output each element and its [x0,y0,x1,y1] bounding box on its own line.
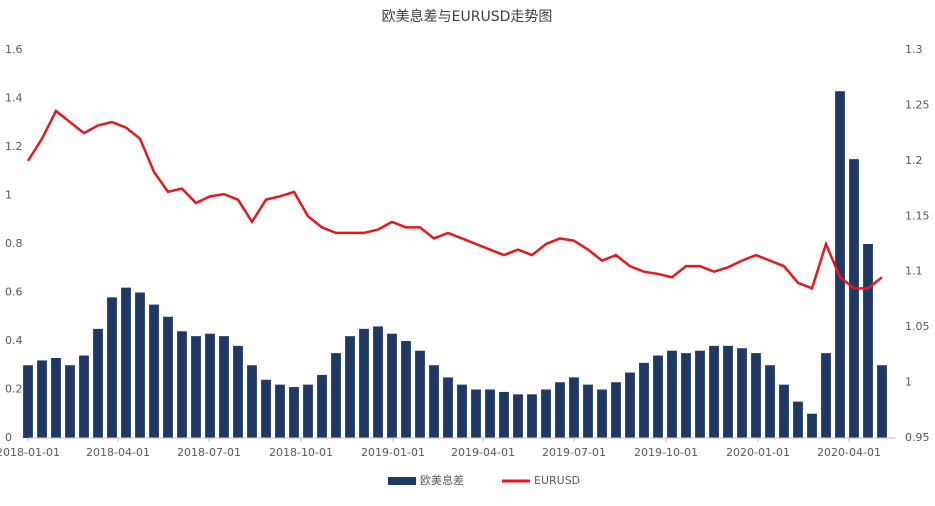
bar [247,365,257,438]
bar [107,297,117,438]
bar [541,389,551,438]
chart-title: 欧美息差与EURUSD走势图 [382,8,553,25]
bar [289,387,299,438]
bar [667,350,677,438]
bar [527,394,537,438]
bar [625,372,635,438]
bar [835,91,845,438]
bar [359,328,369,438]
bar [597,389,607,438]
y2-tick-label: 1.3 [905,43,923,56]
legend-label: 欧美息差 [420,473,464,487]
bar [219,336,229,438]
bar [415,350,425,438]
y-tick-label: 1 [5,189,12,202]
bar [877,365,887,438]
bar [121,287,131,438]
line [26,109,883,290]
y2-tick-label: 1.25 [905,98,930,111]
bar [793,401,803,438]
y2-tick-label: 1.2 [905,154,923,167]
x-tick-label: 2018-04-01 [86,446,150,459]
x-tick-label: 2019-07-01 [542,446,606,459]
bar [485,389,495,438]
y-tick-label: 0.4 [5,334,23,347]
bar [821,353,831,438]
bar [723,345,733,438]
bar [93,328,103,438]
legend-label: EURUSD [534,474,580,487]
y2-tick-label: 1.05 [905,320,930,333]
bar [275,384,285,438]
bar [681,353,691,438]
bar [751,353,761,438]
bar [233,345,243,438]
bar [513,394,523,438]
bar [583,384,593,438]
bar [135,292,145,438]
x-tick-label: 2020-04-01 [817,446,881,459]
bar [765,365,775,438]
x-tick-label: 2019-10-01 [634,446,698,459]
bar [345,336,355,438]
bar [779,384,789,438]
y-tick-label: 1.4 [5,92,23,105]
bar [695,350,705,438]
bar [373,326,383,438]
bar [191,336,201,438]
bar [471,389,481,438]
bar [457,384,467,438]
bar [737,348,747,438]
x-tick-label: 2018-07-01 [177,446,241,459]
bar [569,377,579,438]
x-tick-label: 2019-04-01 [451,446,515,459]
y2-tick-label: 1.15 [905,209,930,222]
x-tick-label: 2019-01-01 [361,446,425,459]
y2-tick-label: 1 [905,376,912,389]
bar [177,331,187,438]
y-tick-label: 1.2 [5,140,23,153]
bar [163,316,173,438]
bar [65,365,75,438]
bar [37,360,47,438]
bar [51,357,61,438]
bar [205,333,215,438]
bar [807,413,817,438]
y-tick-label: 0.2 [5,383,23,396]
x-tick-label: 2018-10-01 [269,446,333,459]
bar [611,382,621,438]
y2-tick-label: 1.1 [905,265,923,278]
bar [653,355,663,438]
y2-tick-label: 0.95 [905,431,930,444]
bar [331,353,341,438]
bar [863,244,873,438]
bar [149,304,159,438]
bar [23,365,33,438]
bar [303,384,313,438]
bar [79,355,89,438]
bar [401,341,411,438]
bar [261,379,271,438]
bar [555,382,565,438]
bar [499,391,509,438]
y-tick-label: 0.6 [5,286,23,299]
bar [387,333,397,438]
y-tick-label: 0.8 [5,237,23,250]
bar [709,345,719,438]
x-tick-label: 2020-01-01 [726,446,790,459]
y-tick-label: 0 [5,431,12,444]
bar [443,377,453,438]
bar [429,365,439,438]
bar [317,374,327,438]
y-tick-label: 1.6 [5,43,23,56]
bar [639,362,649,438]
x-tick-label: 2018-01-01 [0,446,60,459]
bar [849,159,859,438]
legend-swatch [388,477,416,485]
